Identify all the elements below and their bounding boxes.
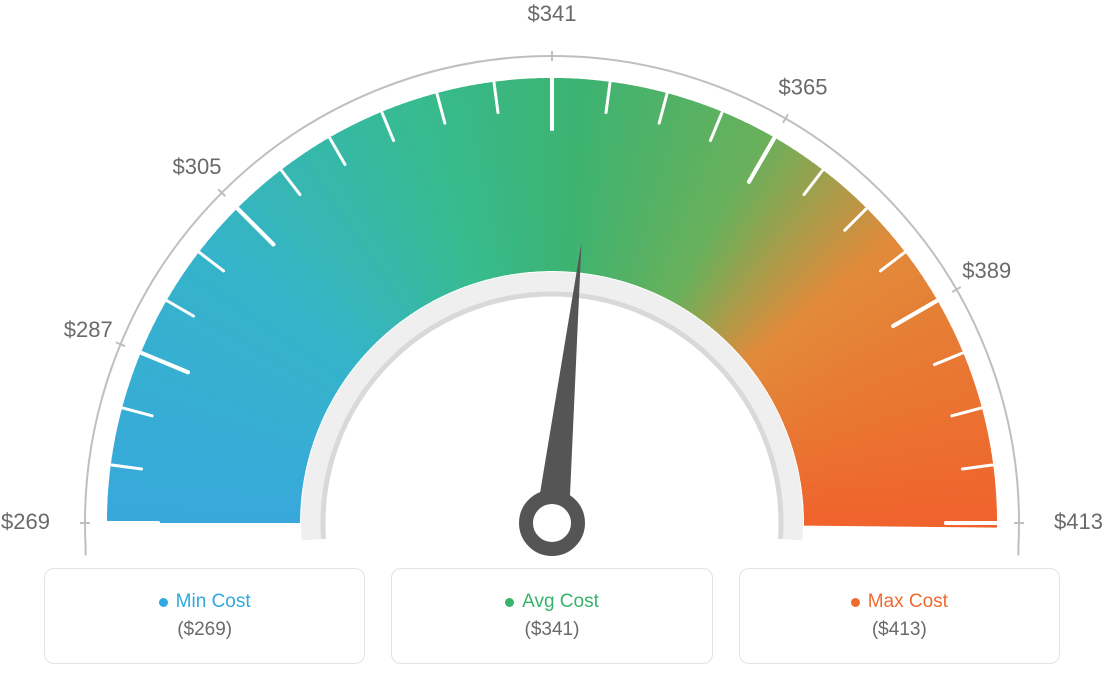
gauge-area: $269 $287 $305 $341 $365 $389 $413 (0, 0, 1104, 560)
cost-gauge-chart: { "gauge": { "type": "gauge", "min_value… (0, 0, 1104, 690)
legend-title-row: Min Cost (159, 591, 251, 613)
gauge-svg: $269 $287 $305 $341 $365 $389 $413 (0, 0, 1104, 560)
gauge-tick-label: $413 (1054, 509, 1103, 534)
legend-value-avg: ($341) (525, 619, 580, 641)
gauge-tick-label: $365 (779, 74, 828, 99)
legend-title-min: Min Cost (176, 591, 251, 613)
legend-card-avg: Avg Cost ($341) (391, 568, 712, 664)
legend-card-max: Max Cost ($413) (739, 568, 1060, 664)
legend-value-max: ($413) (872, 619, 927, 641)
legend-row: Min Cost ($269) Avg Cost ($341) Max Cost… (44, 568, 1060, 664)
gauge-tick-label: $341 (528, 1, 577, 26)
dot-icon (159, 598, 168, 607)
gauge-tick-label: $287 (64, 317, 113, 342)
legend-title-max: Max Cost (868, 591, 948, 613)
dot-icon (505, 598, 514, 607)
dot-icon (851, 598, 860, 607)
legend-card-min: Min Cost ($269) (44, 568, 365, 664)
legend-title-row: Max Cost (851, 591, 948, 613)
gauge-tick-label: $305 (173, 154, 222, 179)
gauge-hub (526, 497, 578, 549)
legend-title-row: Avg Cost (505, 591, 599, 613)
legend-title-avg: Avg Cost (522, 591, 599, 613)
gauge-tick-label: $269 (1, 509, 50, 534)
gauge-tick-label: $389 (962, 258, 1011, 283)
legend-value-min: ($269) (177, 619, 232, 641)
